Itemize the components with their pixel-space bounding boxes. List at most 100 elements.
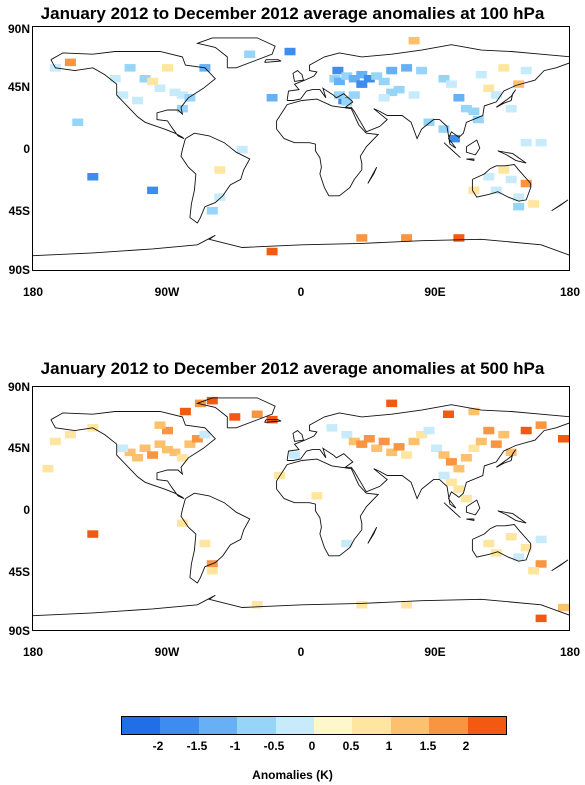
chart-title-500hpa: January 2012 to December 2012 average an… <box>40 359 545 378</box>
anomaly-cell <box>154 84 166 92</box>
anomaly-cell <box>445 80 457 88</box>
anomaly-cell <box>401 234 413 242</box>
coastline <box>286 44 569 149</box>
anomaly-cell <box>438 75 450 83</box>
x-tick-label: 90E <box>424 645 446 659</box>
anomaly-cell <box>393 443 405 451</box>
anomaly-cell <box>386 88 398 97</box>
anomaly-cell <box>401 64 413 72</box>
y-tick-label: 45N <box>7 441 30 455</box>
coastline <box>443 142 461 159</box>
anomaly-cell <box>206 207 218 215</box>
coastline <box>264 419 282 423</box>
anomaly-cell <box>199 539 211 548</box>
colorbar-label: Anomalies (K) <box>252 768 333 782</box>
anomaly-cell <box>520 426 532 435</box>
anomaly-cell <box>206 567 218 575</box>
anomaly-cell <box>445 478 457 486</box>
anomaly-cell <box>139 444 151 452</box>
y-tick-label: 45S <box>8 204 30 218</box>
anomaly-cell <box>520 66 532 75</box>
anomaly-cell <box>341 430 353 439</box>
anomaly-cell <box>468 444 480 452</box>
colorbar-segment <box>160 717 199 734</box>
coastline <box>180 132 251 224</box>
colorbar-segment <box>237 717 276 734</box>
y-tick-label: 0 <box>23 142 30 156</box>
anomaly-cell <box>483 426 495 435</box>
anomaly-cell <box>109 75 121 83</box>
anomaly-cell <box>132 96 144 105</box>
coastline <box>367 526 378 544</box>
colorbar-tick-label: 0.5 <box>342 739 360 753</box>
anomaly-cell <box>169 88 181 97</box>
anomaly-cell <box>251 410 263 418</box>
anomaly-cell <box>490 549 502 557</box>
coastline <box>292 430 305 442</box>
anomaly-cell <box>332 66 344 75</box>
anomaly-cell <box>460 494 472 503</box>
coastline <box>367 166 378 184</box>
anomaly-cell <box>154 440 166 448</box>
map-panel-100hpa <box>32 26 570 271</box>
x-tick-label: 180 <box>22 645 44 659</box>
coastline <box>496 449 517 468</box>
coastline <box>466 518 475 521</box>
x-tick-label: 90E <box>424 285 446 299</box>
anomaly-cell <box>251 601 263 609</box>
anomaly-cell <box>513 193 525 201</box>
anomaly-cell <box>72 118 84 126</box>
anomaly-cell <box>49 437 61 446</box>
anomaly-cell <box>184 94 196 102</box>
anomaly-cell <box>162 426 173 435</box>
anomaly-cell <box>64 430 76 439</box>
anomaly-cell <box>475 70 487 79</box>
anomaly-cell <box>498 166 510 174</box>
anomaly-cell <box>453 94 465 102</box>
anomaly-cell <box>513 80 525 88</box>
coastline <box>292 70 305 82</box>
anomaly-cell <box>371 72 383 80</box>
anomaly-cell <box>438 451 450 459</box>
anomaly-cell <box>490 440 502 448</box>
chart-title-100hpa: January 2012 to December 2012 average an… <box>40 4 545 23</box>
coastline <box>465 499 481 516</box>
colorbar-tick-label: -2 <box>152 739 164 753</box>
colorbar-tick-label: 2 <box>462 739 470 753</box>
anomaly-cell <box>438 125 450 133</box>
anomaly-cell <box>520 138 532 147</box>
anomaly-cell <box>443 410 454 418</box>
coastline <box>286 404 569 509</box>
anomaly-cell <box>423 426 435 435</box>
colorbar-segment <box>275 717 315 734</box>
anomaly-cell <box>558 435 569 443</box>
anomaly-cell <box>356 601 368 609</box>
anomaly-cell <box>475 437 487 446</box>
anomaly-cell <box>356 80 368 88</box>
x-tick-label: 180 <box>559 645 581 659</box>
y-tick-label: 45S <box>8 565 30 579</box>
anomaly-cell <box>535 535 547 544</box>
x-tick-label: 180 <box>22 285 44 299</box>
anomaly-cell <box>229 413 241 421</box>
anomaly-cell <box>356 234 368 242</box>
anomaly-cell <box>169 448 181 457</box>
anomaly-cell <box>191 435 203 443</box>
coastline <box>466 158 475 161</box>
anomaly-cell <box>520 543 532 552</box>
anomaly-cell <box>326 424 338 432</box>
anomaly-cell <box>176 91 188 99</box>
anomaly-cell <box>378 437 390 446</box>
anomaly-cell <box>472 115 484 124</box>
anomaly-cell <box>453 234 465 242</box>
anomaly-cell <box>266 94 278 102</box>
x-tick-label: 90W <box>154 645 180 659</box>
anomaly-cell <box>199 430 211 439</box>
anomaly-cell <box>214 166 226 174</box>
anomaly-cell <box>147 77 159 86</box>
anomaly-cell <box>154 421 166 429</box>
anomaly-cell <box>423 118 435 126</box>
anomaly-cell <box>87 173 99 181</box>
colorbar-segment <box>429 717 468 734</box>
anomaly-cell <box>284 47 296 56</box>
